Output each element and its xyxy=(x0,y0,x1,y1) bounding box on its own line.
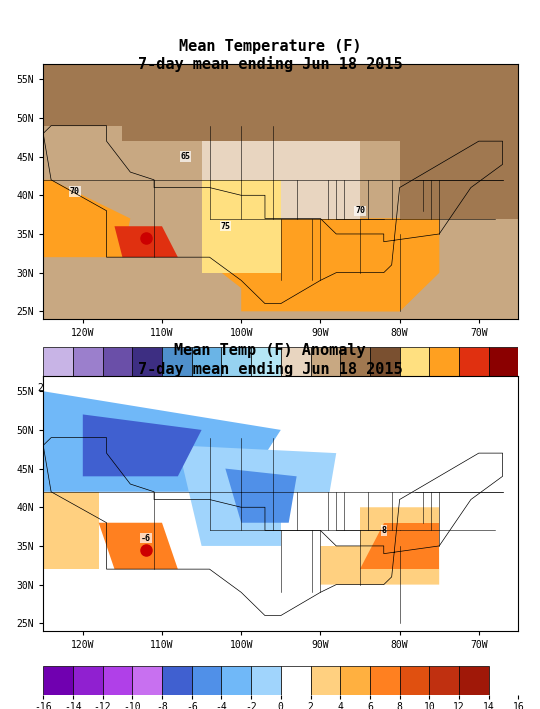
Polygon shape xyxy=(178,445,336,546)
Polygon shape xyxy=(43,391,281,492)
Bar xyxy=(73,347,103,376)
Bar xyxy=(400,347,429,376)
Bar xyxy=(310,666,340,695)
Polygon shape xyxy=(43,492,99,569)
Bar xyxy=(251,666,281,695)
Text: 7-day mean ending Jun 18 2015: 7-day mean ending Jun 18 2015 xyxy=(138,56,402,72)
Polygon shape xyxy=(201,218,439,311)
Bar xyxy=(221,347,251,376)
Text: 70: 70 xyxy=(355,206,365,216)
Bar xyxy=(162,347,192,376)
Bar xyxy=(370,347,400,376)
Polygon shape xyxy=(225,469,296,523)
Text: Mean Temperature (F): Mean Temperature (F) xyxy=(179,38,361,54)
Polygon shape xyxy=(320,507,439,585)
Bar xyxy=(43,666,73,695)
Bar xyxy=(43,347,73,376)
Polygon shape xyxy=(83,415,201,476)
Polygon shape xyxy=(360,523,439,569)
Text: 70: 70 xyxy=(70,187,80,196)
Polygon shape xyxy=(400,141,518,218)
Bar xyxy=(340,347,370,376)
Bar xyxy=(221,666,251,695)
Bar xyxy=(103,666,132,695)
Bar xyxy=(192,347,221,376)
Text: -6: -6 xyxy=(141,534,151,542)
Bar xyxy=(459,666,489,695)
Bar xyxy=(103,347,132,376)
Polygon shape xyxy=(43,180,130,257)
Bar xyxy=(429,666,459,695)
Text: Mean Temp (F) Anomaly: Mean Temp (F) Anomaly xyxy=(174,343,366,359)
Polygon shape xyxy=(43,125,123,180)
Polygon shape xyxy=(201,141,360,218)
Polygon shape xyxy=(114,226,178,257)
Bar xyxy=(162,666,192,695)
Bar xyxy=(370,666,400,695)
Text: 8: 8 xyxy=(381,526,386,535)
Polygon shape xyxy=(201,180,281,273)
Bar xyxy=(251,347,281,376)
Bar xyxy=(310,347,340,376)
Text: 7-day mean ending Jun 18 2015: 7-day mean ending Jun 18 2015 xyxy=(138,361,402,376)
Bar xyxy=(459,347,489,376)
Bar xyxy=(281,666,310,695)
Bar xyxy=(400,666,429,695)
Bar xyxy=(132,347,162,376)
Polygon shape xyxy=(360,218,439,311)
Text: 75: 75 xyxy=(220,222,231,230)
Polygon shape xyxy=(43,64,518,141)
Bar xyxy=(73,666,103,695)
Bar xyxy=(192,666,221,695)
Bar xyxy=(281,347,310,376)
Polygon shape xyxy=(99,523,178,569)
Text: 65: 65 xyxy=(181,152,191,161)
Bar xyxy=(132,666,162,695)
Bar xyxy=(489,347,518,376)
Polygon shape xyxy=(281,492,360,546)
Bar xyxy=(429,347,459,376)
Bar xyxy=(340,666,370,695)
